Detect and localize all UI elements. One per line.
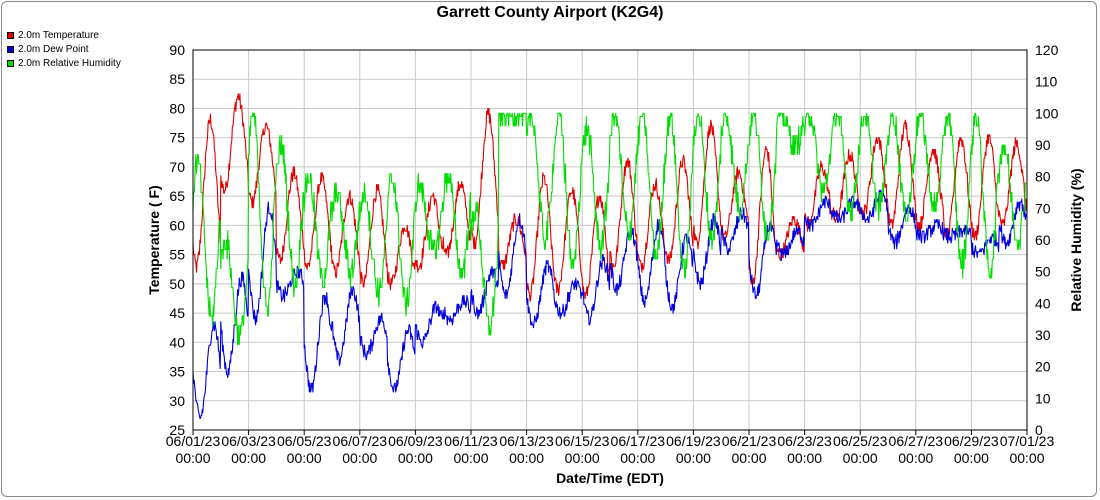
chart-title: Garrett County Airport (K2G4) [436, 4, 664, 21]
x-tick-label-date: 07/01/23 [1000, 433, 1055, 449]
x-tick-label-date: 06/19/23 [666, 433, 721, 449]
y-left-tick-label: 75 [169, 130, 185, 146]
x-tick-label-date: 06/17/23 [611, 433, 666, 449]
y-right-tick-label: 110 [1035, 74, 1058, 90]
x-tick-label-time: 00:00 [342, 450, 377, 466]
x-tick-label-date: 06/09/23 [388, 433, 443, 449]
x-tick-label-time: 00:00 [231, 450, 266, 466]
y-left-tick-label: 30 [169, 393, 185, 409]
x-tick-label-time: 00:00 [676, 450, 711, 466]
grid-lines [192, 49, 1028, 431]
y-left-tick-label: 70 [169, 159, 185, 175]
legend-swatch-relative-humidity [7, 59, 14, 67]
x-tick-label-date: 06/27/23 [889, 433, 944, 449]
y-right-tick-label: 20 [1035, 359, 1051, 375]
x-tick-label-time: 00:00 [565, 450, 600, 466]
y-right-tick-label: 70 [1035, 200, 1051, 216]
x-tick-label-time: 00:00 [1009, 450, 1044, 466]
x-tick-label-time: 00:00 [509, 450, 544, 466]
x-tick-label-time: 00:00 [398, 450, 433, 466]
y-right-tick-label: 30 [1035, 327, 1051, 343]
x-tick-label-date: 06/07/23 [333, 433, 388, 449]
y-right-tick-label: 90 [1035, 137, 1051, 153]
y-left-tick-label: 80 [169, 100, 185, 116]
x-tick-label-time: 00:00 [731, 450, 766, 466]
x-tick-label-date: 06/29/23 [944, 433, 999, 449]
x-tick-label-time: 00:00 [453, 450, 488, 466]
y-left-tick-label: 60 [169, 217, 185, 233]
axes: 25 30 35 40 45 50 55 60 65 70 75 80 85 90 0 10 20 30 40 50 6… [166, 42, 1059, 466]
y-left-tick-label: 40 [169, 334, 185, 350]
x-tick-label-date: 06/23/23 [777, 433, 832, 449]
x-tick-label-date: 06/21/23 [722, 433, 777, 449]
x-tick-label-time: 00:00 [620, 450, 655, 466]
x-tick-label-date: 06/05/23 [277, 433, 332, 449]
x-axis-label: Date/Time (EDT) [556, 470, 664, 486]
y-left-tick-label: 50 [169, 276, 185, 292]
x-tick-label-date: 06/11/23 [444, 433, 498, 449]
y-left-tick-label: 35 [169, 364, 185, 380]
x-tick-label-date: 06/15/23 [555, 433, 610, 449]
x-tick-label-date: 06/25/23 [833, 433, 888, 449]
y-right-tick-label: 0 [1035, 422, 1043, 438]
y-right-tick-label: 10 [1035, 390, 1051, 406]
y-axis-right-label: Relative Humidity (%) [1068, 168, 1084, 312]
x-tick-label-date: 06/01/23 [166, 433, 221, 449]
y-left-tick-label: 85 [169, 71, 185, 87]
y-left-tick-label: 65 [169, 188, 185, 204]
legend: 2.0m Temperature 2.0m Dew Point 2.0m Rel… [7, 28, 121, 70]
legend-label-temperature: 2.0m Temperature [18, 29, 99, 41]
legend-label-dew-point: 2.0m Dew Point [18, 43, 89, 55]
x-tick-label-time: 00:00 [787, 450, 822, 466]
legend-swatch-temperature [7, 31, 14, 39]
legend-item-temperature: 2.0m Temperature [7, 28, 121, 42]
y-left-tick-label: 25 [169, 422, 185, 438]
series-line-2-0m-dew-point [192, 189, 1027, 419]
legend-label-relative-humidity: 2.0m Relative Humidity [18, 57, 121, 69]
legend-item-dew-point: 2.0m Dew Point [7, 42, 121, 56]
legend-swatch-dew-point [7, 45, 14, 53]
y-right-tick-label: 120 [1035, 42, 1059, 58]
x-tick-label-date: 06/03/23 [221, 433, 276, 449]
series-line-2-0m-relative-humidity [192, 112, 1027, 346]
x-tick-label-time: 00:00 [898, 450, 933, 466]
y-right-tick-label: 80 [1035, 169, 1051, 185]
plot-border [192, 49, 1028, 431]
legend-item-relative-humidity: 2.0m Relative Humidity [7, 56, 121, 70]
x-tick-label-time: 00:00 [175, 450, 210, 466]
x-tick-label-time: 00:00 [954, 450, 989, 466]
y-right-tick-label: 50 [1035, 264, 1051, 280]
x-tick-label-time: 00:00 [287, 450, 322, 466]
y-left-tick-label: 55 [169, 247, 185, 263]
x-tick-label-time: 00:00 [843, 450, 878, 466]
series-lines [192, 93, 1027, 419]
y-axis-left-label: Temperature ( F) [146, 185, 162, 295]
x-tick-label-date: 06/13/23 [499, 433, 554, 449]
y-right-tick-label: 40 [1035, 295, 1051, 311]
y-right-tick-label: 100 [1035, 105, 1059, 121]
y-left-tick-label: 90 [169, 42, 185, 58]
y-left-tick-label: 45 [169, 305, 185, 321]
y-right-tick-label: 60 [1035, 232, 1051, 248]
